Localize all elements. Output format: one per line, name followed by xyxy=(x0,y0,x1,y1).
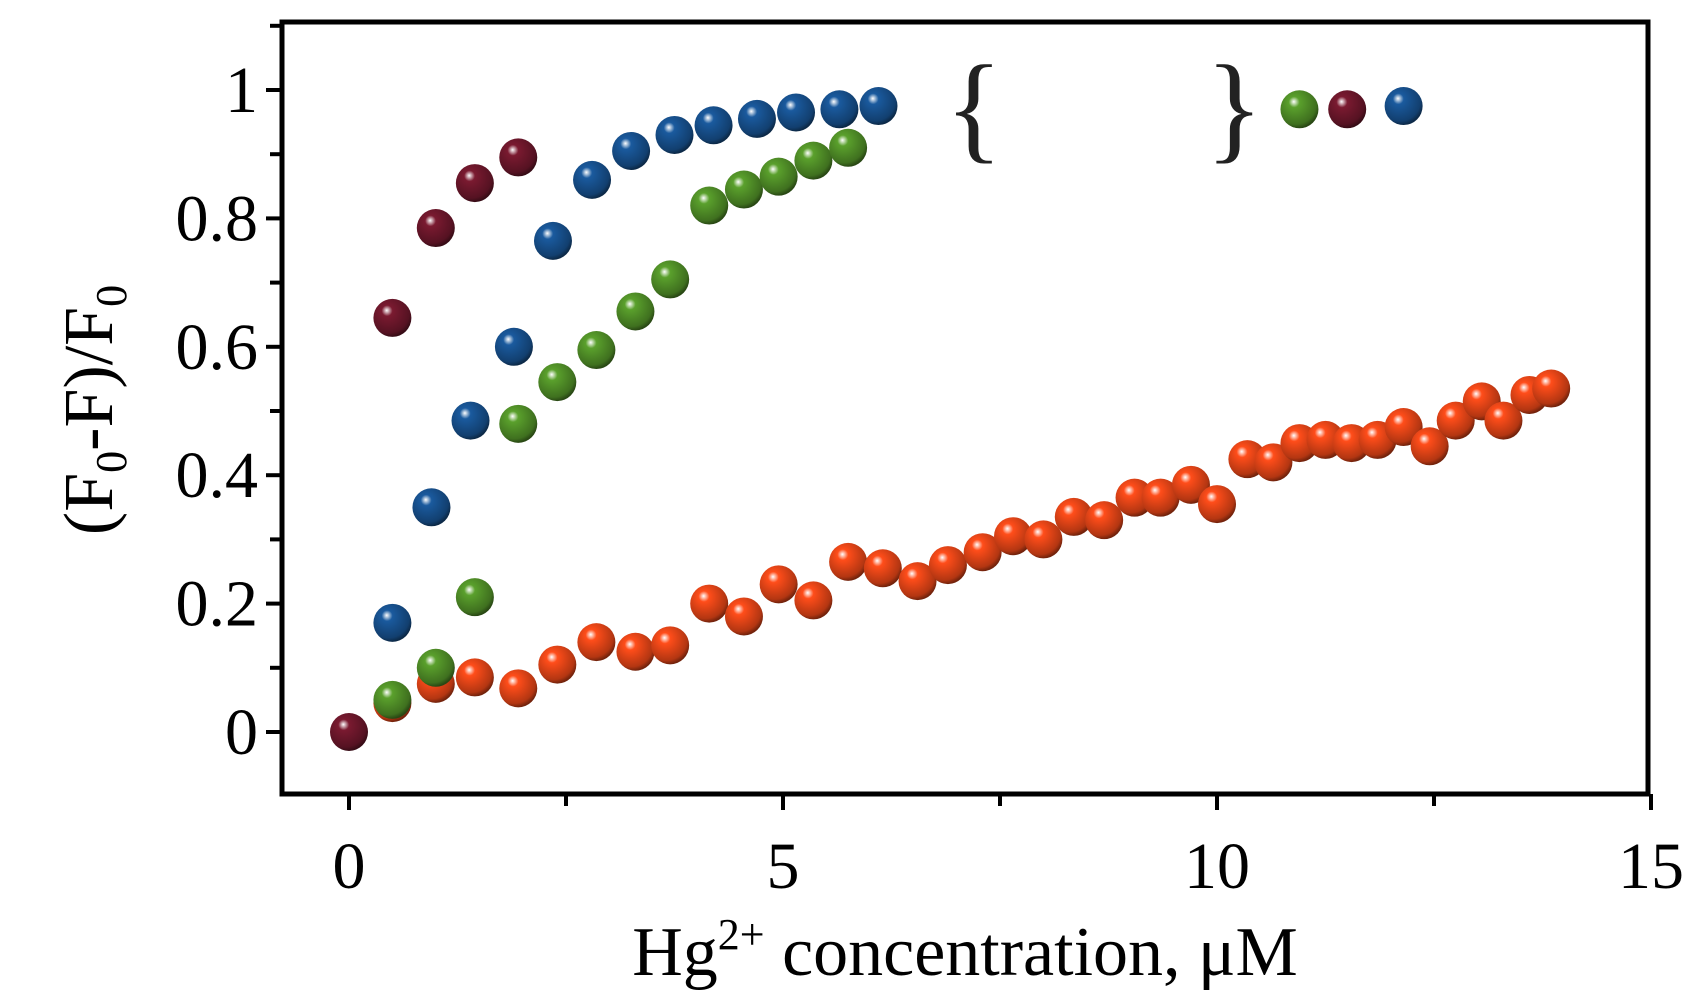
data-point-green xyxy=(499,404,538,443)
series-blue xyxy=(373,87,1423,642)
data-point-orange xyxy=(1198,485,1236,524)
data-point-blue xyxy=(451,401,490,440)
axis-break: { } xyxy=(945,40,1263,173)
data-point-orange xyxy=(1410,427,1449,466)
data-point-green xyxy=(416,648,455,687)
data-point-orange xyxy=(1532,369,1571,408)
data-point-orange xyxy=(577,623,616,662)
y-axis-ticks: 0 0.2 0.4 0.6 0.8 1 xyxy=(176,23,282,769)
x-axis-title: Hg2+ concentration, μM xyxy=(632,910,1298,991)
series-maroon xyxy=(330,90,1367,751)
data-point-orange xyxy=(1141,478,1180,517)
data-point-green xyxy=(690,186,729,225)
data-point-green xyxy=(794,141,833,180)
data-point-maroon xyxy=(416,209,455,248)
data-point-green xyxy=(829,128,868,167)
data-points xyxy=(330,87,1571,751)
x-tick-label: 15 xyxy=(1618,830,1684,903)
data-point-orange xyxy=(1484,401,1523,440)
data-point-orange xyxy=(1171,465,1210,504)
data-point-orange xyxy=(759,565,798,604)
plot-frame xyxy=(279,19,1651,797)
data-point-orange xyxy=(1054,497,1093,536)
data-point-orange xyxy=(690,584,729,623)
data-point-orange xyxy=(651,626,690,665)
data-point-blue xyxy=(820,90,859,129)
y-tick-label: 0.4 xyxy=(176,439,259,512)
y-tick-label: 1 xyxy=(225,54,258,127)
data-point-green xyxy=(455,578,494,617)
data-point-green xyxy=(373,680,412,719)
data-point-maroon xyxy=(1328,90,1367,129)
data-point-blue xyxy=(655,115,694,154)
data-point-orange xyxy=(499,669,538,708)
data-point-blue xyxy=(533,221,572,260)
data-point-green xyxy=(724,170,763,209)
data-point-blue xyxy=(612,131,651,170)
data-point-orange xyxy=(994,517,1033,556)
data-point-blue xyxy=(859,87,898,126)
y-tick-label: 0.8 xyxy=(176,182,259,255)
data-point-green xyxy=(577,331,616,370)
data-point-green xyxy=(759,157,798,196)
data-point-blue xyxy=(573,160,612,199)
data-point-orange xyxy=(455,658,494,697)
data-point-blue xyxy=(694,106,733,145)
data-point-orange xyxy=(898,562,937,601)
data-point-green xyxy=(616,292,655,331)
data-point-orange xyxy=(1436,401,1475,440)
y-tick-label: 0.2 xyxy=(176,568,259,641)
data-point-orange xyxy=(794,581,833,620)
x-tick-label: 10 xyxy=(1184,830,1250,903)
data-point-orange xyxy=(963,533,1002,572)
data-point-maroon xyxy=(373,298,412,337)
axis-break-left-brace: { xyxy=(945,40,1003,173)
data-point-maroon xyxy=(330,713,368,751)
x-tick-label: 0 xyxy=(333,830,366,903)
data-point-orange xyxy=(863,549,902,588)
data-point-green xyxy=(1280,90,1319,129)
data-point-orange xyxy=(829,542,868,581)
data-point-blue xyxy=(737,99,776,138)
data-point-orange xyxy=(616,632,655,671)
axis-break-right-brace: } xyxy=(1206,40,1264,173)
data-point-orange xyxy=(1384,408,1423,447)
data-point-orange xyxy=(1115,478,1154,517)
x-tick-label: 5 xyxy=(767,830,800,903)
data-point-orange xyxy=(724,597,763,636)
y-tick-label: 0.6 xyxy=(176,311,259,384)
data-point-blue xyxy=(494,327,533,366)
data-point-blue xyxy=(412,488,451,527)
x-axis-ticks: 0 5 10 15 xyxy=(333,794,1684,903)
data-point-green xyxy=(538,363,577,402)
data-point-green xyxy=(651,260,690,299)
data-point-orange xyxy=(538,645,577,684)
series-green xyxy=(373,90,1319,719)
data-point-orange xyxy=(1024,520,1063,559)
data-point-blue xyxy=(1384,87,1423,126)
data-point-maroon xyxy=(455,164,494,203)
data-point-blue xyxy=(777,93,816,132)
y-axis-title: (F0-F)/F0 xyxy=(51,285,136,535)
data-point-orange xyxy=(928,546,967,585)
data-point-maroon xyxy=(499,138,538,177)
series-orange xyxy=(373,369,1571,723)
y-tick-label: 0 xyxy=(225,696,258,769)
data-point-orange xyxy=(1085,501,1124,540)
data-point-blue xyxy=(373,603,412,642)
data-point-orange xyxy=(1254,443,1293,482)
